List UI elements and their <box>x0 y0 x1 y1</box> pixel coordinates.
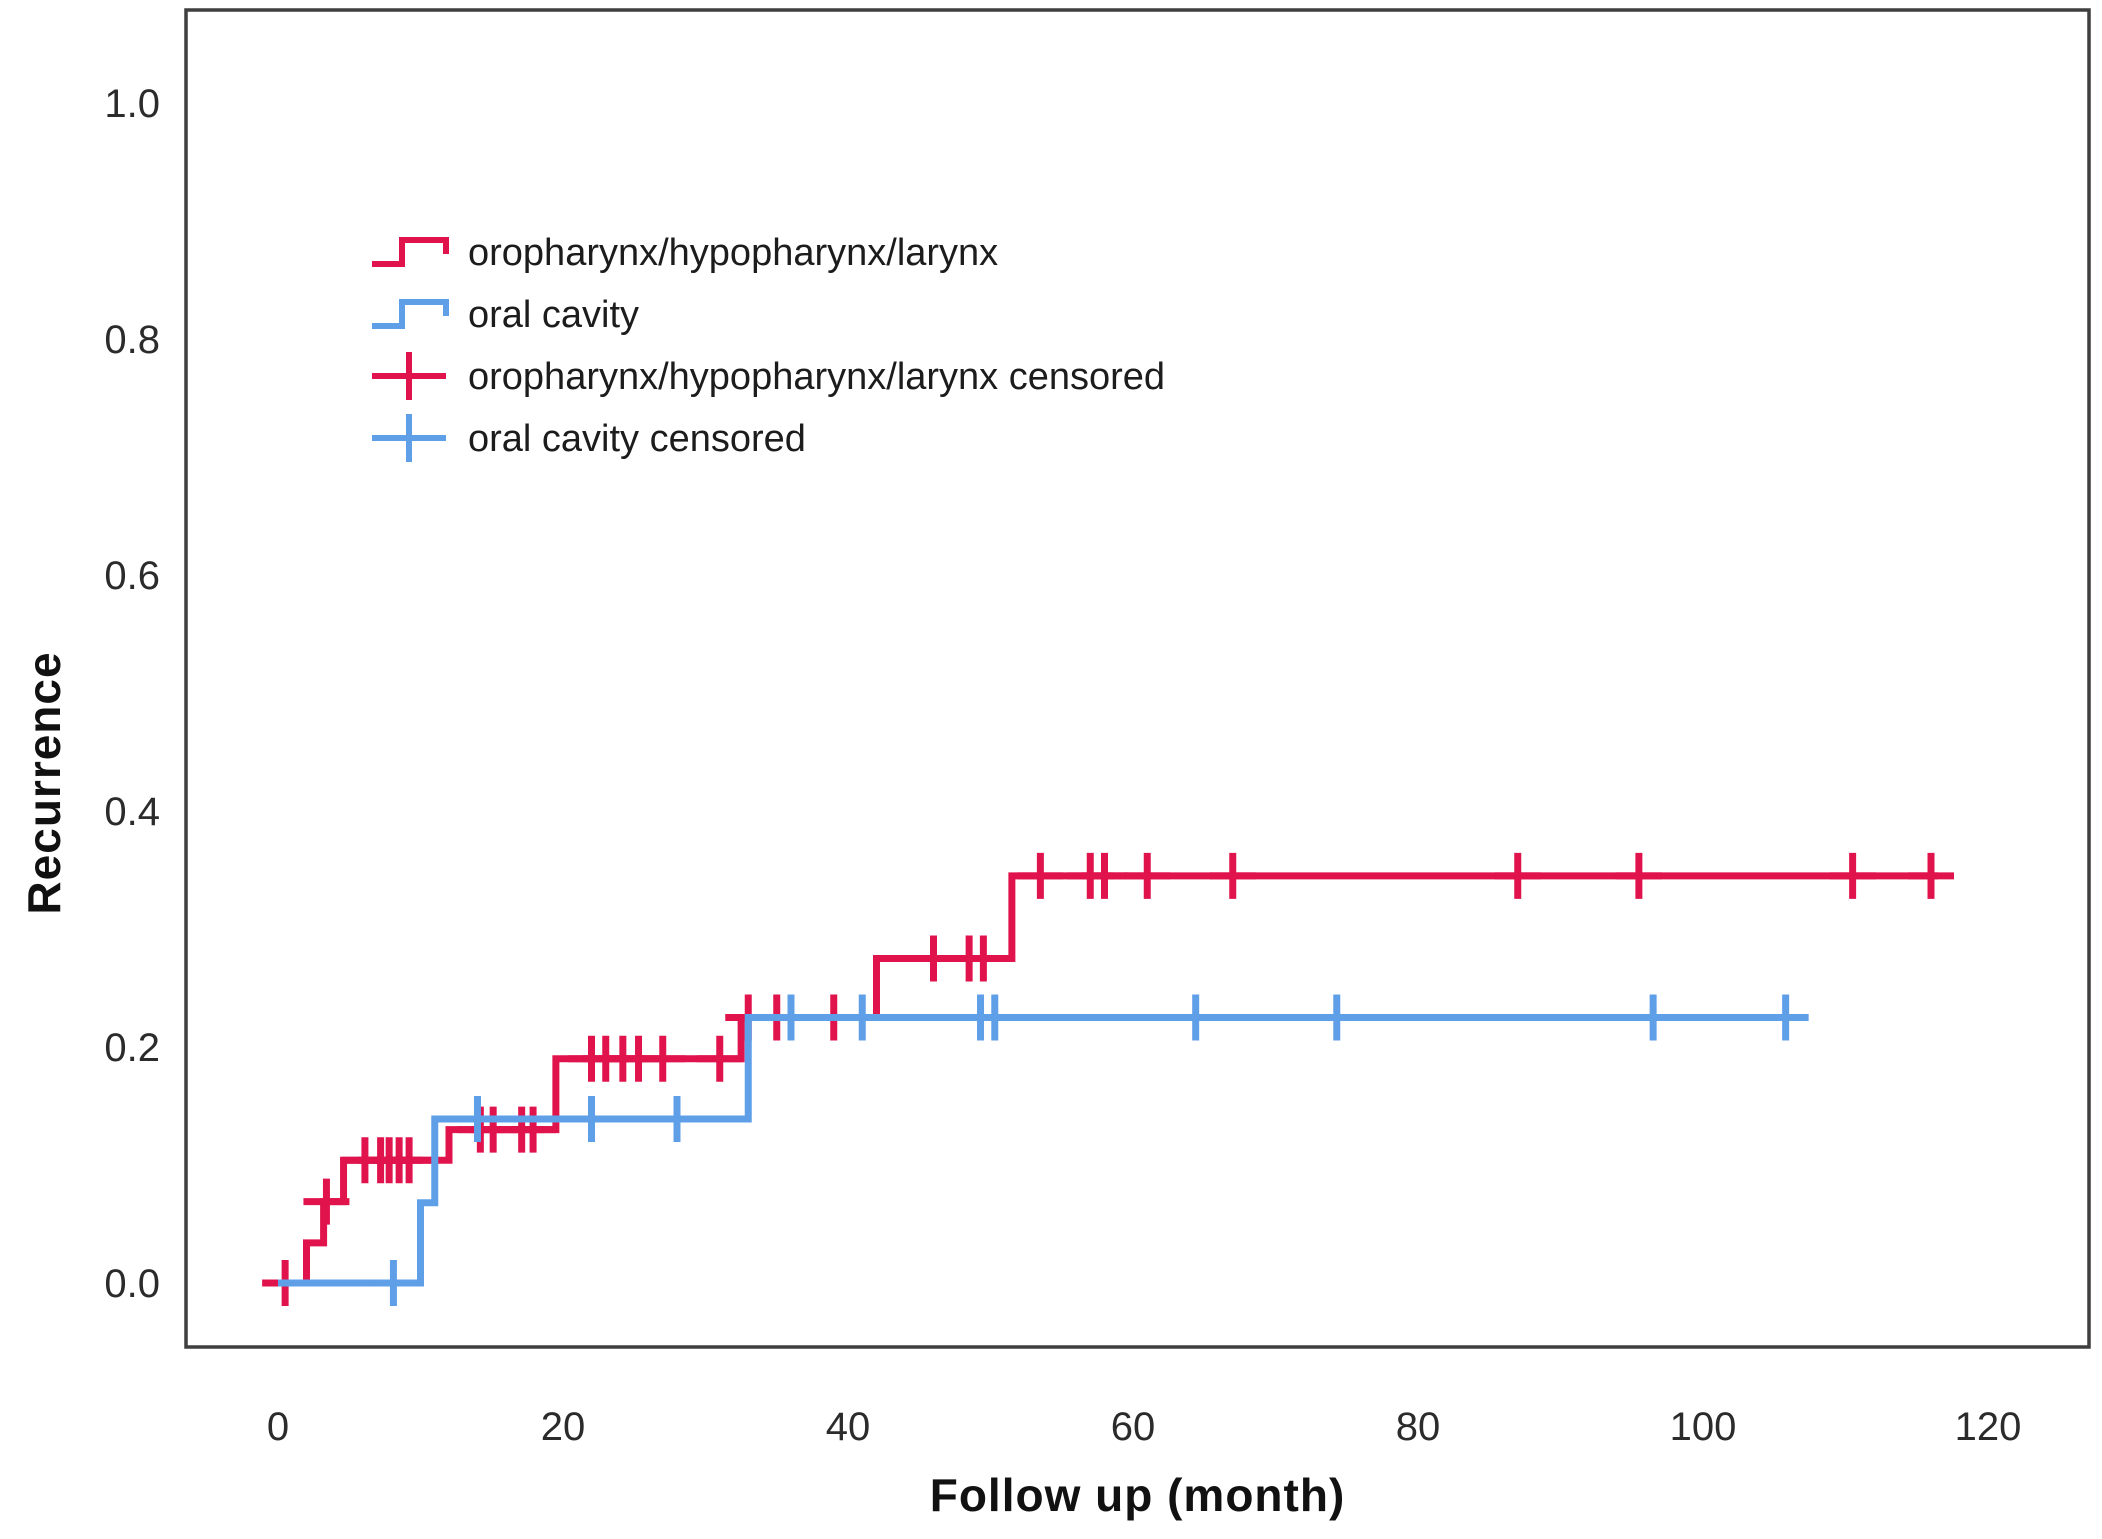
x-tick-label: 100 <box>1670 1405 1737 1449</box>
legend-label: oropharynx/hypopharynx/larynx censored <box>468 356 1165 398</box>
x-tick-label: 120 <box>1955 1405 2022 1449</box>
legend-item: oral cavity censored <box>372 414 806 462</box>
x-tick-label: 40 <box>826 1405 871 1449</box>
y-tick-label: 0.8 <box>104 318 160 362</box>
legend-label: oropharynx/hypopharynx/larynx <box>468 232 998 274</box>
legend-step-glyph <box>372 237 449 267</box>
y-tick-label: 0.2 <box>104 1026 160 1070</box>
legend-step-glyph <box>372 299 449 329</box>
y-tick-label: 0.6 <box>104 554 160 598</box>
legend-item: oral cavity <box>372 294 639 336</box>
y-tick-label: 0.4 <box>104 790 160 834</box>
km-curve-oral-cavity <box>278 1014 1796 1287</box>
plot-frame <box>184 8 2091 1349</box>
legend-label: oral cavity censored <box>468 418 806 460</box>
legend-item: oropharynx/hypopharynx/larynx <box>372 232 998 274</box>
y-tick-label: 0.0 <box>104 1262 160 1306</box>
x-tick-label: 80 <box>1396 1405 1441 1449</box>
y-axis-title: Recurrence <box>18 651 70 915</box>
legend-item: oropharynx/hypopharynx/larynx censored <box>372 352 1165 400</box>
legend-label: oral cavity <box>468 294 639 336</box>
x-tick-label: 0 <box>267 1405 289 1449</box>
y-tick-label: 1.0 <box>104 82 160 126</box>
x-tick-label: 20 <box>541 1405 586 1449</box>
x-axis-title: Follow up (month) <box>929 1469 1346 1521</box>
x-tick-label: 60 <box>1111 1405 1156 1449</box>
